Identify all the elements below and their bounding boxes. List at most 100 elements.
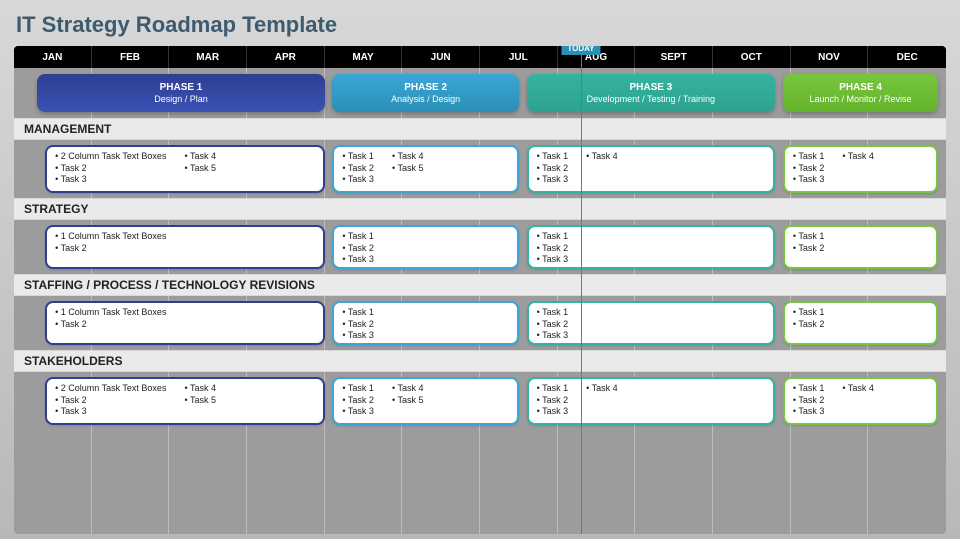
- task-column: Task 1Task 2Task 3: [537, 151, 569, 187]
- task-item: Task 3: [793, 174, 825, 186]
- task-item: Task 1: [793, 231, 825, 243]
- task-item: Task 2: [342, 319, 374, 331]
- phase-bar: PHASE 1Design / Plan: [37, 74, 324, 112]
- task-item: Task 2: [55, 319, 166, 331]
- lane-body: 1 Column Task Text BoxesTask 2Task 1Task…: [14, 220, 946, 274]
- task-item: Task 1: [793, 383, 825, 395]
- task-column: Task 1Task 2Task 3: [342, 383, 374, 419]
- task-item: Task 1: [537, 307, 569, 319]
- task-column: Task 1Task 2: [793, 231, 825, 263]
- page-title: IT Strategy Roadmap Template: [14, 10, 946, 46]
- task-item: Task 3: [342, 254, 374, 266]
- lane-header: STAFFING / PROCESS / TECHNOLOGY REVISION…: [14, 274, 946, 296]
- month-cell: DEC: [868, 46, 946, 68]
- task-item: 1 Column Task Text Boxes: [55, 231, 166, 243]
- task-item: Task 3: [793, 406, 825, 418]
- task-item: Task 1: [537, 151, 569, 163]
- task-item: Task 5: [392, 163, 424, 175]
- task-item: Task 2: [537, 163, 569, 175]
- task-column: Task 4: [842, 151, 874, 187]
- lane-body: 2 Column Task Text BoxesTask 2Task 3Task…: [14, 372, 946, 430]
- month-cell: OCT: [713, 46, 791, 68]
- task-item: Task 4: [184, 383, 216, 395]
- phase-name: PHASE 3: [527, 82, 776, 94]
- task-item: Task 1: [342, 231, 374, 243]
- phase-bar: PHASE 4Launch / Monitor / Revise: [783, 74, 938, 112]
- lane-body: 2 Column Task Text BoxesTask 2Task 3Task…: [14, 140, 946, 198]
- task-item: Task 1: [537, 383, 569, 395]
- task-column: Task 1Task 2Task 3: [793, 383, 825, 419]
- lane-header: STRATEGY: [14, 198, 946, 220]
- month-cell: JAN: [14, 46, 92, 68]
- task-column: Task 4: [586, 383, 618, 419]
- roadmap-grid: JANFEBMARAPRMAYJUNJULAUGSEPTOCTNOVDEC PH…: [14, 46, 946, 534]
- task-item: Task 3: [342, 174, 374, 186]
- task-item: Task 4: [842, 383, 874, 395]
- task-item: Task 1: [342, 307, 374, 319]
- task-column: Task 1Task 2Task 3: [793, 151, 825, 187]
- task-item: Task 3: [342, 406, 374, 418]
- task-item: Task 2: [55, 395, 166, 407]
- month-cell: AUG: [558, 46, 636, 68]
- month-cell: APR: [247, 46, 325, 68]
- phase-subtitle: Design / Plan: [37, 94, 324, 105]
- task-item: Task 3: [537, 174, 569, 186]
- task-item: Task 2: [793, 243, 825, 255]
- task-item: Task 1: [537, 231, 569, 243]
- task-item: Task 3: [55, 406, 166, 418]
- task-box: 1 Column Task Text BoxesTask 2: [45, 225, 325, 269]
- task-item: Task 2: [55, 243, 166, 255]
- task-box: Task 1Task 2Task 3 Task 4: [783, 377, 938, 425]
- task-column: Task 4Task 5: [184, 151, 216, 187]
- task-column: Task 1Task 2Task 3: [537, 231, 569, 263]
- phase-bar: PHASE 2Analysis / Design: [332, 74, 518, 112]
- month-cell: MAY: [325, 46, 403, 68]
- task-box: Task 1Task 2Task 3Task 4: [527, 377, 776, 425]
- task-item: Task 5: [184, 163, 216, 175]
- task-item: Task 1: [793, 151, 825, 163]
- task-item: Task 2: [793, 319, 825, 331]
- task-column: Task 1Task 2Task 3: [342, 151, 374, 187]
- task-item: Task 3: [342, 330, 374, 342]
- month-cell: SEPT: [635, 46, 713, 68]
- task-item: Task 1: [342, 151, 374, 163]
- task-column: Task 4: [586, 151, 618, 187]
- task-item: Task 2: [342, 163, 374, 175]
- task-column: Task 1Task 2Task 3: [342, 231, 374, 263]
- task-item: Task 3: [55, 174, 166, 186]
- task-box: Task 1Task 2Task 3: [332, 301, 518, 345]
- task-box: 2 Column Task Text BoxesTask 2Task 3Task…: [45, 145, 325, 193]
- task-column: Task 4Task 5: [392, 383, 424, 419]
- task-item: Task 5: [392, 395, 424, 407]
- task-box: Task 1Task 2: [783, 301, 938, 345]
- task-column: Task 4: [842, 383, 874, 419]
- month-cell: NOV: [791, 46, 869, 68]
- phase-subtitle: Launch / Monitor / Revise: [783, 94, 938, 105]
- task-item: Task 4: [392, 383, 424, 395]
- task-box: Task 1Task 2Task 3 Task 4Task 5: [332, 145, 518, 193]
- task-item: Task 2: [793, 163, 825, 175]
- task-item: Task 4: [392, 151, 424, 163]
- task-item: Task 4: [842, 151, 874, 163]
- task-item: Task 1: [793, 307, 825, 319]
- month-cell: MAR: [169, 46, 247, 68]
- task-item: Task 3: [537, 406, 569, 418]
- task-item: Task 3: [537, 330, 569, 342]
- task-item: Task 2: [793, 395, 825, 407]
- task-item: 2 Column Task Text Boxes: [55, 151, 166, 163]
- task-item: 1 Column Task Text Boxes: [55, 307, 166, 319]
- task-column: 2 Column Task Text BoxesTask 2Task 3: [55, 383, 166, 419]
- task-column: 1 Column Task Text BoxesTask 2: [55, 231, 166, 263]
- month-cell: JUL: [480, 46, 558, 68]
- task-box: Task 1Task 2Task 3: [527, 225, 776, 269]
- task-column: Task 4Task 5: [184, 383, 216, 419]
- task-item: 2 Column Task Text Boxes: [55, 383, 166, 395]
- task-box: 1 Column Task Text BoxesTask 2: [45, 301, 325, 345]
- task-column: Task 1Task 2Task 3: [342, 307, 374, 339]
- task-item: Task 2: [342, 395, 374, 407]
- task-item: Task 4: [586, 383, 618, 395]
- task-box: Task 1Task 2Task 3: [332, 225, 518, 269]
- phases-row: PHASE 1Design / PlanPHASE 2Analysis / De…: [14, 68, 946, 118]
- phase-subtitle: Analysis / Design: [332, 94, 518, 105]
- task-item: Task 1: [342, 383, 374, 395]
